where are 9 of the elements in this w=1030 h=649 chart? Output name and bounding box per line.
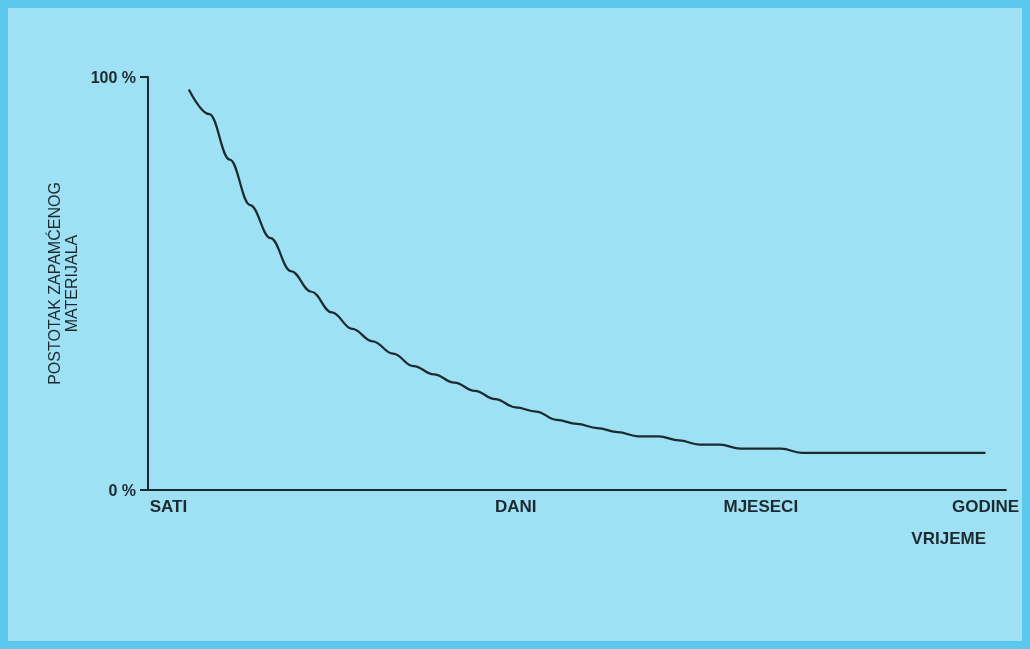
y-tick-label: 100 % xyxy=(90,68,136,86)
y-tick-label: 0 % xyxy=(108,481,136,499)
x-tick-label: DANI xyxy=(494,497,537,516)
x-tick-label: GODINE xyxy=(951,497,1019,516)
x-tick-label: SATI xyxy=(149,497,188,516)
x-tick-label: MJESECI xyxy=(723,497,799,516)
y-axis-title: POSTOTAK ZAPAMĆENOG MATERIJALA xyxy=(44,182,80,385)
line-series xyxy=(187,88,987,454)
x-axis-title: VRIJEME xyxy=(911,529,987,548)
